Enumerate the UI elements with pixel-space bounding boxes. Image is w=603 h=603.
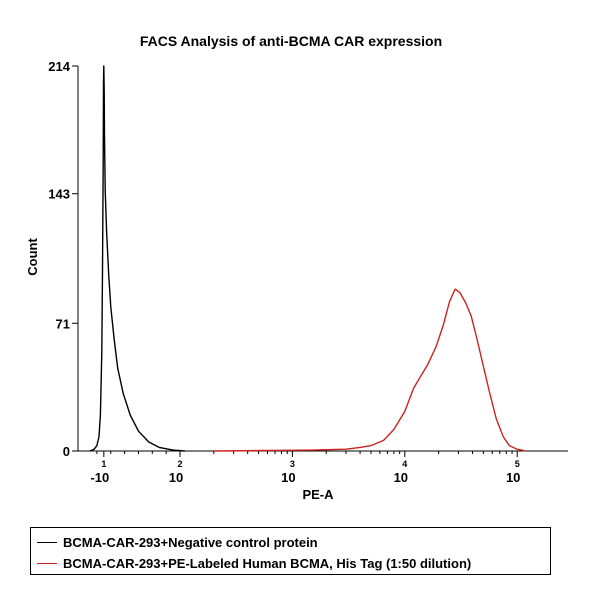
legend: BCMA-CAR-293+Negative control protein BC… [30,527,551,575]
chart: FACS Analysis of anti-BCMA CAR expressio… [25,33,568,502]
x-tick-exponent-4: 4 [402,459,407,469]
legend-swatch-black [37,541,57,543]
y-tick-label-0: 0 [63,444,70,459]
series-layer [89,65,527,452]
y-tick-label-71: 71 [56,316,70,331]
y-axis-label: Count [25,238,40,276]
legend-swatch-red [37,562,57,564]
x-tick-label-2: 10 [169,470,183,485]
x-tick-label-3: 10 [281,470,295,485]
x-tick-exponent-1: 1 [101,459,106,469]
x-tick-exponent-2: 2 [177,459,182,469]
legend-label-negative-control: BCMA-CAR-293+Negative control protein [63,534,318,550]
y-ticks: 0 71 143 214 [48,59,78,459]
x-tick-exponent-5: 5 [515,459,520,469]
series-line-0 [89,65,185,452]
x-tick-label-4: 10 [394,470,408,485]
x-axis-label: PE-A [302,487,334,502]
legend-item-negative-control: BCMA-CAR-293+Negative control protein [31,532,318,552]
x-tick-label-1: -10 [90,470,109,485]
y-tick-label-214: 214 [48,59,70,74]
chart-title: FACS Analysis of anti-BCMA CAR expressio… [140,33,442,49]
x-tick-label-5: 10 [506,470,520,485]
legend-item-pe-labeled-bcma: BCMA-CAR-293+PE-Labeled Human BCMA, His … [31,553,471,573]
x-tick-exponent-3: 3 [290,459,295,469]
series-line-1 [213,288,527,452]
y-tick-label-143: 143 [48,187,70,202]
legend-label-pe-labeled-bcma: BCMA-CAR-293+PE-Labeled Human BCMA, His … [63,555,472,571]
